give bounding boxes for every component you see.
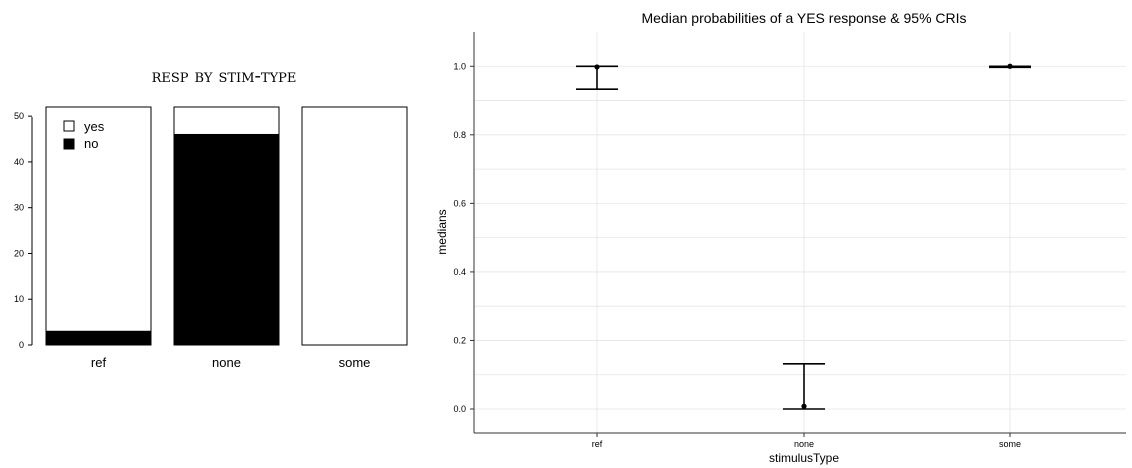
left-y-axis: 0 10 20 30 40 50 — [14, 111, 33, 350]
left-x-tick-label: some — [339, 355, 371, 370]
right-x-tick-labels: ref none some — [592, 433, 1021, 449]
error-bar-chart: Median probabilities of a YES response &… — [435, 10, 1126, 465]
right-grid — [474, 32, 1126, 433]
bar-segment-yes — [173, 106, 280, 135]
legend-swatch-yes — [63, 120, 75, 132]
bar-segment-no — [173, 133, 280, 346]
bar-segment-yes — [301, 106, 408, 346]
left-y-tick-label: 50 — [14, 111, 24, 121]
median-point — [801, 403, 807, 409]
legend-label-no: no — [84, 136, 98, 151]
right-x-axis-label: stimulusType — [769, 451, 839, 465]
left-y-tick-label: 10 — [14, 294, 24, 304]
stacked-bar-chart: resp by stim-type 0 10 20 30 40 50 ref none som… — [14, 65, 408, 370]
left-x-tick-label: ref — [91, 355, 107, 370]
right-x-tick-label: ref — [592, 439, 603, 449]
right-chart-title: Median probabilities of a YES response &… — [641, 10, 966, 26]
error-bar-some — [989, 63, 1031, 69]
right-y-tick-label: 0.0 — [453, 404, 466, 414]
legend-swatch-no — [63, 138, 75, 150]
right-x-tick-label: none — [794, 439, 814, 449]
median-point — [594, 64, 600, 70]
right-y-tick-label: 0.2 — [453, 335, 466, 345]
bar-segment-no — [45, 330, 152, 346]
right-error-bars — [576, 63, 1031, 410]
error-bar-none — [783, 362, 825, 410]
left-legend: yes no — [63, 119, 105, 151]
right-y-tick-labels: 0.0 0.2 0.4 0.6 0.8 1.0 — [453, 61, 474, 414]
legend-label-yes: yes — [84, 119, 105, 134]
right-y-axis-label: medians — [435, 209, 449, 254]
left-x-tick-labels: ref none some — [91, 355, 370, 370]
left-chart-title: resp by stim-type — [152, 65, 297, 87]
left-y-tick-label: 0 — [19, 340, 24, 350]
left-y-tick-label: 20 — [14, 248, 24, 258]
right-y-tick-label: 0.4 — [453, 267, 466, 277]
right-plot-panel — [474, 32, 1126, 433]
right-x-tick-label: some — [999, 439, 1021, 449]
left-x-tick-label: none — [212, 355, 241, 370]
left-y-tick-label: 30 — [14, 203, 24, 213]
bar-segment-yes — [45, 106, 152, 332]
left-bars-group — [45, 106, 408, 346]
right-y-tick-label: 0.8 — [453, 130, 466, 140]
error-bar-ref — [576, 64, 618, 91]
left-y-tick-label: 40 — [14, 157, 24, 167]
right-y-tick-label: 0.6 — [453, 198, 466, 208]
right-y-tick-label: 1.0 — [453, 61, 466, 71]
median-point — [1007, 63, 1013, 69]
